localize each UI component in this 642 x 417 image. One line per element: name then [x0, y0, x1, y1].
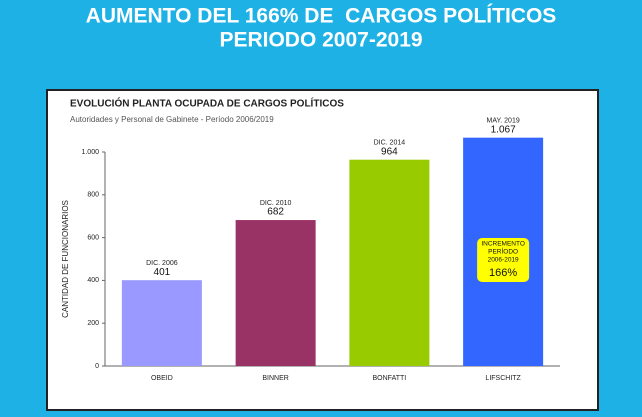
bar [349, 159, 430, 366]
y-axis-label: CANTIDAD DE FUNCIONARIOS [61, 200, 70, 318]
value-label: 964 [381, 146, 398, 157]
annotation-text: PERÍODO [488, 247, 518, 256]
header-title: PERIODO 2007-2019 [219, 29, 422, 52]
y-tick-label: 1.000 [81, 149, 99, 156]
chart-subtitle: Autoridades y Personal de Gabinete - Per… [70, 115, 274, 124]
period-label: DIC. 2014 [374, 140, 406, 147]
x-tick-label: BINNER [262, 375, 288, 382]
chart-title: EVOLUCIÓN PLANTA OCUPADA DE CARGOS POLÍT… [70, 97, 344, 110]
y-tick-label: 200 [87, 320, 99, 327]
value-label: 682 [267, 207, 284, 218]
annotation-box [477, 238, 530, 282]
y-tick-label: 400 [87, 277, 99, 284]
bar [121, 280, 202, 366]
annotation-text: 2006-2019 [488, 257, 519, 264]
x-tick-label: OBEID [151, 375, 173, 382]
y-tick-label: 800 [87, 192, 99, 199]
value-label: 1.067 [491, 124, 516, 135]
x-tick-label: LIFSCHITZ [485, 375, 521, 382]
period-label: MAY. 2019 [487, 118, 520, 125]
period-label: DIC. 2010 [260, 200, 292, 207]
period-label: DIC. 2006 [146, 260, 178, 267]
bar [235, 220, 316, 366]
annotation-value: 166% [489, 267, 517, 279]
y-tick-label: 0 [95, 363, 99, 370]
annotation-text: INCREMENTO [481, 241, 525, 248]
y-tick-label: 600 [87, 234, 99, 241]
header-title: AUMENTO DEL 166% DE CARGOS POLÍTICOS [86, 5, 557, 28]
value-label: 401 [154, 267, 171, 278]
x-tick-label: BONFATTI [373, 375, 407, 382]
